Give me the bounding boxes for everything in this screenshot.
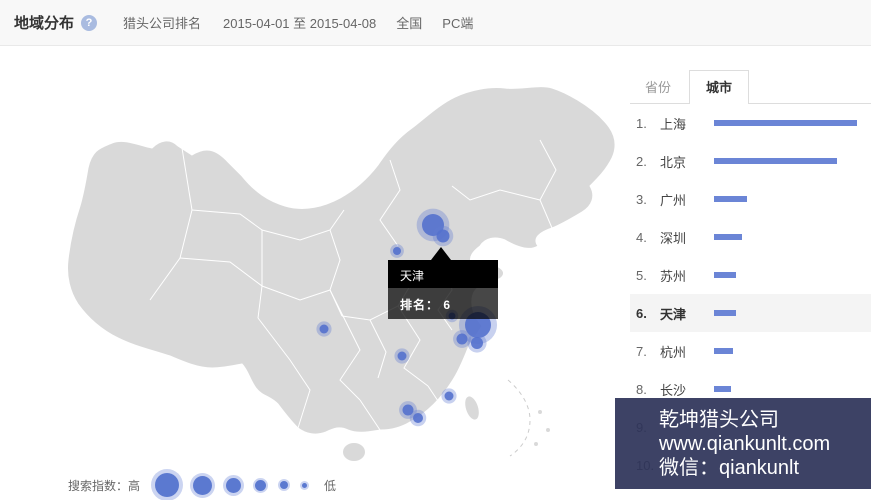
ranking-row[interactable]: 5. 苏州	[630, 256, 871, 294]
row-rank: 8.	[636, 381, 647, 397]
ranking-row[interactable]: 2. 北京	[630, 142, 871, 180]
legend-dots	[148, 473, 314, 497]
south-china-sea-inset	[507, 379, 550, 457]
search-index-legend: 搜索指数：高 低	[68, 470, 336, 500]
row-city-name: 深圳	[660, 230, 687, 246]
map-bubble[interactable]	[436, 229, 450, 243]
ranking-row[interactable]: 6. 天津	[630, 294, 871, 332]
tooltip-rank: 排名： 6	[388, 288, 498, 319]
row-rank: 7.	[636, 343, 647, 359]
row-city-name: 广州	[660, 192, 687, 208]
map-tooltip: 天津 排名： 6	[388, 247, 498, 319]
row-city-name: 长沙	[660, 382, 687, 398]
row-index-bar	[714, 120, 857, 126]
map-bubble[interactable]	[402, 404, 414, 416]
row-rank: 4.	[636, 229, 647, 245]
device-selector[interactable]: PC端	[442, 16, 474, 31]
watermark-line-3: 微信：qiankunlt	[659, 457, 800, 479]
row-rank: 2.	[636, 153, 647, 169]
province-borders	[149, 139, 557, 431]
keyword-label[interactable]: 猎头公司排名	[123, 16, 202, 31]
legend-low-label: 低	[324, 478, 337, 493]
taiwan-island	[465, 396, 479, 420]
ranking-row[interactable]: 7. 杭州	[630, 332, 871, 370]
region-selector[interactable]: 全国	[396, 16, 423, 31]
header-bar: 地域分布 ? 猎头公司排名 2015-04-01 至 2015-04-08 全国…	[0, 0, 871, 46]
legend-dot	[255, 479, 267, 491]
row-index-bar	[714, 272, 736, 278]
row-index-bar	[714, 234, 742, 240]
tooltip-rank-value: 6	[443, 298, 452, 312]
tooltip-city: 天津	[388, 260, 498, 288]
row-index-bar	[714, 348, 733, 354]
page-title: 地域分布	[14, 15, 75, 32]
legend-dot	[155, 473, 180, 497]
legend-high-label: 搜索指数：高	[68, 478, 141, 493]
city-ranking-list: 1. 上海 2. 北京 3. 广州 4. 深圳 5. 苏州 6. 天津 7. 杭…	[630, 104, 871, 484]
watermark-line-1: 乾坤猎头公司	[659, 409, 779, 431]
tab-city[interactable]: 城市	[689, 70, 749, 104]
legend-dot	[226, 477, 242, 493]
legend-dot	[193, 475, 213, 495]
map-bubble[interactable]	[471, 337, 483, 349]
map-bubble[interactable]	[422, 214, 444, 236]
date-range-label: 2015-04-01 至 2015-04-08	[223, 16, 377, 31]
row-rank: 3.	[636, 191, 647, 207]
china-landmass	[67, 86, 616, 461]
row-rank: 6.	[636, 305, 647, 321]
legend-dot	[280, 481, 289, 489]
row-city-name: 苏州	[660, 268, 687, 284]
ranking-tabs: 省份 城市	[630, 70, 871, 104]
help-icon[interactable]: ?	[81, 14, 98, 31]
map-bubble[interactable]	[444, 391, 454, 401]
hainan-island	[343, 443, 365, 461]
watermark-overlay: 乾坤猎头公司 www.qiankunlt.com 微信：qiankunlt	[615, 398, 871, 489]
row-index-bar	[714, 310, 736, 316]
ranking-panel: 省份 城市 1. 上海 2. 北京 3. 广州 4. 深圳 5. 苏州 6. 天…	[630, 70, 871, 484]
legend-dot	[302, 482, 308, 488]
map-bubble[interactable]	[393, 247, 401, 255]
row-city-name: 上海	[660, 116, 687, 132]
map-bubble[interactable]	[319, 324, 329, 334]
row-rank: 1.	[636, 115, 647, 131]
tooltip-rank-label: 排名：	[400, 298, 440, 312]
row-index-bar	[714, 158, 837, 164]
tab-province[interactable]: 省份	[644, 80, 671, 95]
ranking-row[interactable]: 3. 广州	[630, 180, 871, 218]
ranking-row[interactable]: 8. 长沙	[630, 370, 871, 408]
ranking-row[interactable]: 1. 上海	[630, 104, 871, 142]
row-city-name: 天津	[660, 306, 687, 322]
tooltip-arrow-icon	[431, 247, 451, 260]
row-rank: 5.	[636, 267, 647, 283]
map-bubble[interactable]	[456, 333, 468, 345]
row-city-name: 北京	[660, 154, 687, 170]
watermark-line-2: www.qiankunlt.com	[659, 433, 831, 455]
ranking-row[interactable]: 4. 深圳	[630, 218, 871, 256]
map-bubble[interactable]	[397, 351, 407, 361]
row-index-bar	[714, 196, 747, 202]
map-bubble[interactable]	[413, 413, 423, 423]
row-index-bar	[714, 386, 731, 392]
row-city-name: 杭州	[660, 344, 687, 360]
